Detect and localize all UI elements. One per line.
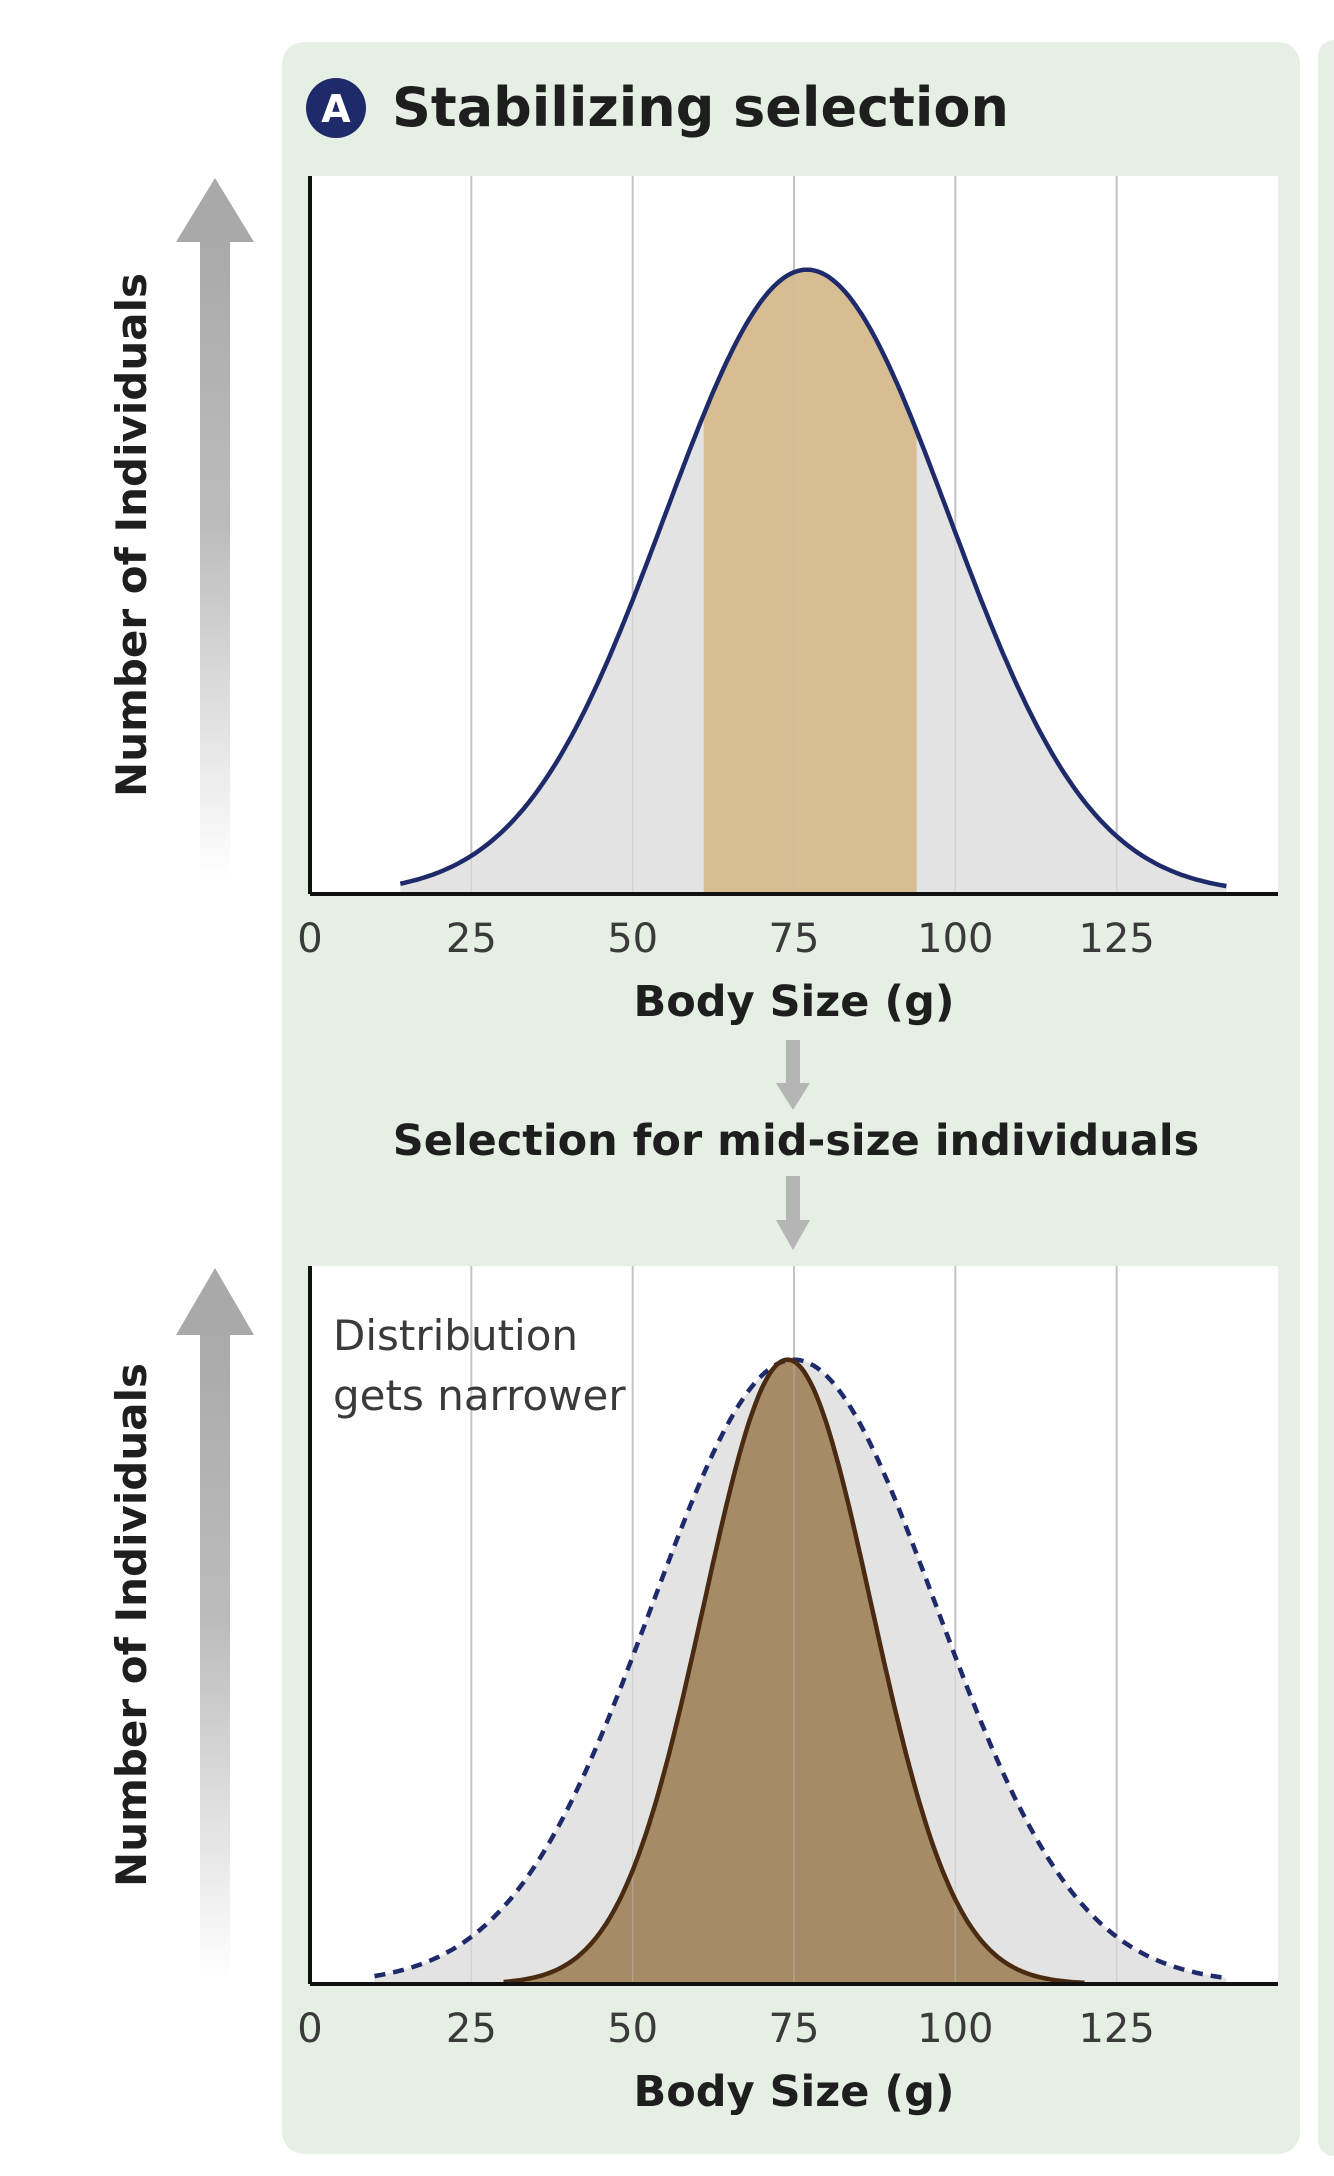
x-axis-label-bottom: Body Size (g) [633, 2067, 954, 2117]
x-tick-label: 25 [446, 2006, 497, 2052]
y-arrow-bottom [176, 1268, 254, 1980]
x-tick-label: 100 [917, 2006, 993, 2052]
down-arrow-2 [776, 1176, 810, 1250]
x-tick-label: 0 [297, 2006, 322, 2052]
badge-letter: A [321, 87, 351, 131]
selected-band [703, 269, 917, 894]
x-tick-label: 0 [297, 916, 322, 962]
x-tick-label: 100 [917, 916, 993, 962]
x-tick-label: 50 [607, 2006, 658, 2052]
top-distribution-curve [399, 267, 1227, 889]
plot-top: 0 25 50 75 100 125 [297, 176, 1278, 962]
x-tick-label: 125 [1078, 2006, 1154, 2052]
y-axis-label-top: Number of Individuals [107, 273, 156, 797]
bottom-tick-labels: 0 25 50 75 100 125 [297, 2006, 1155, 2052]
plot-bottom: 0 25 50 75 100 125 Distribution gets narrower [297, 1266, 1278, 2052]
down-arrow-1 [776, 1040, 810, 1110]
x-tick-label: 25 [446, 916, 497, 962]
narrow-distribution-curve [503, 1357, 1085, 1986]
panel-title: Stabilizing selection [392, 76, 1009, 139]
x-tick-label: 50 [607, 916, 658, 962]
top-tick-labels: 0 25 50 75 100 125 [297, 916, 1155, 962]
x-tick-label: 125 [1078, 916, 1154, 962]
x-tick-label: 75 [769, 916, 820, 962]
x-axis-label-top: Body Size (g) [633, 977, 954, 1027]
original-distribution-dashed [374, 1357, 1227, 1981]
note-line-2: gets narrower [333, 1371, 626, 1420]
transition-label: Selection for mid-size individuals [393, 1116, 1199, 1166]
adjacent-panel-edge [1318, 40, 1334, 2156]
badge-circle [306, 78, 366, 138]
y-arrow-top [176, 178, 254, 878]
note-line-1: Distribution [333, 1311, 578, 1360]
y-axis-label-bottom: Number of Individuals [107, 1363, 156, 1887]
x-tick-label: 75 [769, 2006, 820, 2052]
